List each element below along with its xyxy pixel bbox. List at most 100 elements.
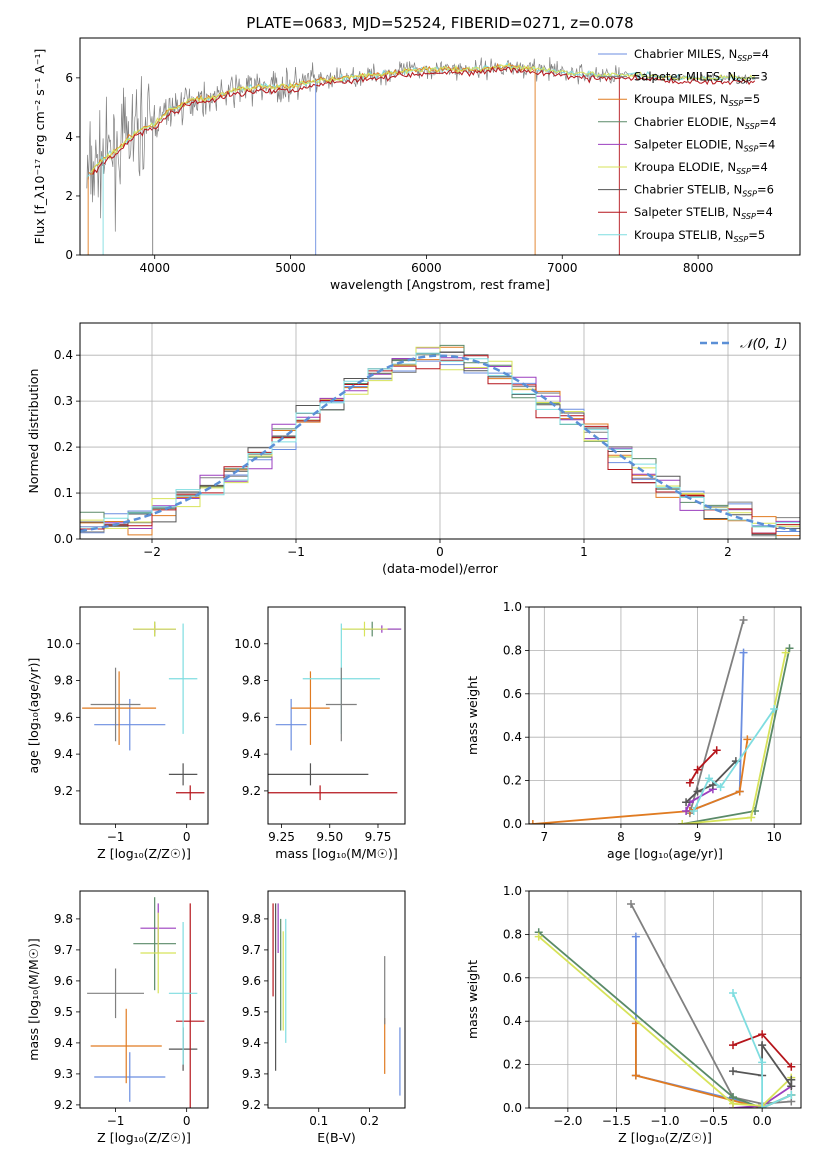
weight_vs_Z-ytick-label: 1.0	[503, 884, 522, 898]
residuals-ytick-label: 0.2	[54, 440, 73, 454]
age_vs_mass-ytick-label: 10.0	[234, 637, 261, 651]
spectrum-xtick-label: 7000	[547, 261, 578, 275]
legend-n-label: , N	[713, 92, 729, 106]
weight_vs_Z-point-marker	[534, 932, 543, 941]
mass_vs_EBV-ytick-label: 9.2	[242, 1098, 261, 1112]
weight_vs_age-point-marker	[716, 783, 725, 792]
mass_vs_Z-ytick-label: 9.8	[54, 912, 73, 926]
legend-nssp-value: 4	[762, 47, 769, 61]
mass_vs_Z-plot-area	[87, 897, 205, 1108]
legend-model-name: Chabrier MILES	[634, 47, 721, 61]
weight_vs_age-xlabel: age [log₁₀(age/yr)]	[607, 846, 723, 861]
weight_vs_age-ytick-label: 0.2	[503, 774, 522, 788]
residuals-frame	[79, 322, 801, 540]
legend-n-label: , N	[720, 160, 736, 174]
legend-model-name: Salpeter MILES	[634, 70, 720, 84]
weight_vs_Z-xtick-label: −2.0	[553, 1114, 582, 1128]
spectrum-xlabel: wavelength [Angstrom, rest frame]	[330, 277, 550, 292]
weight_vs_Z-point-marker	[627, 900, 635, 909]
weight_vs_Z-ytick-label: 0.2	[503, 1058, 522, 1072]
residuals-panel: −2 −1 0 1 2 0.0 0.1 0.2 0.3 0.4 (data-model)/error…	[26, 322, 801, 576]
age_vs_Z-xtick-label: −1	[107, 830, 125, 844]
weight_vs_age-point-marker	[739, 648, 748, 657]
legend-n-label: , N	[718, 228, 734, 242]
weight_vs_Z-xtick-label: −0.5	[699, 1114, 728, 1128]
spectrum-xtick-label: 4000	[139, 261, 170, 275]
weight_vs_Z-ytick-label: 0.4	[503, 1014, 522, 1028]
age_vs_Z-xtick-label: 0	[183, 830, 191, 844]
age_vs_mass-xtick-label: 9.50	[316, 830, 343, 844]
weight_vs_Z-series-line	[635, 936, 763, 1108]
weight_vs_Z-point-marker	[758, 1104, 767, 1108]
residuals-xtick-label: −1	[287, 545, 305, 559]
weight_vs_Z-plot-area	[534, 900, 796, 1108]
legend-ssp-subscript: SSP	[745, 122, 760, 131]
age_vs_mass-ytick-label: 9.4	[242, 747, 261, 761]
spectrum-model-line	[90, 63, 755, 173]
mass_vs_Z-ytick-label: 9.5	[54, 1005, 73, 1019]
legend-model-name: Kroupa ELODIE	[634, 160, 720, 174]
residuals-xtick-label: 2	[724, 545, 732, 559]
legend-n-label: , N	[726, 183, 742, 197]
mass_vs_Z-ytick-label: 9.7	[54, 943, 73, 957]
residuals-plot-area	[80, 344, 800, 539]
legend-ssp-subscript: SSP	[742, 190, 757, 199]
weight_vs_age-panel: 7 8 9 10 0.0 0.2 0.4 0.6 0.8 1.0 age [log₁₀(age/yr…	[465, 600, 802, 861]
legend-entry: Salpeter ELODIE, NSSP=4	[634, 137, 775, 153]
mass_vs_EBV-ytick-label: 9.7	[242, 943, 261, 957]
age_vs_mass-ytick-label: 9.8	[242, 674, 261, 688]
legend-equals: =	[751, 70, 761, 84]
weight_vs_Z-xtick-label: 0.0	[753, 1114, 772, 1128]
weight_vs_Z-point-marker	[729, 1099, 737, 1108]
residuals-xtick-label: 1	[580, 545, 588, 559]
mass_vs_EBV-frame	[267, 890, 406, 1109]
weight_vs_Z-point-marker	[758, 1041, 767, 1050]
weight_vs_age-ytick-label: 1.0	[503, 600, 522, 614]
weight_vs_Z-point-marker	[729, 988, 737, 997]
age_vs_Z-ytick-label: 9.4	[54, 747, 73, 761]
spectrum-ylabel: Flux [f_λ10⁻¹⁷ erg cm⁻² s⁻¹ A⁻¹]	[32, 49, 47, 245]
residual-histogram	[80, 351, 800, 535]
legend-equals: =	[752, 47, 762, 61]
mass_vs_Z-ytick-label: 9.4	[54, 1036, 73, 1050]
weight_vs_Z-point-marker	[758, 1030, 767, 1039]
spectrum-xtick-label: 8000	[683, 261, 714, 275]
weight_vs_Z-panel: −2.0 −1.5 −1.0 −0.5 0.0 0.0 0.2 0.4 0.6 0.8 1.0 Z […	[465, 884, 802, 1145]
weight_vs_age-point-marker	[739, 616, 748, 625]
age_vs_Z-panel: −1 0 9.2 9.4 9.6 9.8 10.0 Z [log₁₀(Z/Z☉)] age [l…	[26, 606, 209, 861]
weight_vs_age-plot-area	[529, 616, 794, 824]
legend-nssp-value: 4	[765, 205, 772, 219]
weight_vs_Z-point-marker	[631, 932, 640, 941]
weight_vs_Z-series-line	[630, 903, 792, 1105]
mass_vs_EBV-ytick-label: 9.5	[242, 1005, 261, 1019]
legend-entry: Chabrier STELIB, NSSP=6	[634, 183, 774, 199]
weight_vs_age-point-marker	[781, 648, 790, 657]
residuals-xlabel: (data-model)/error	[382, 561, 499, 576]
legend-equals: =	[757, 183, 767, 197]
weight_vs_age-series-line	[692, 708, 775, 812]
age_vs_mass-ytick-label: 9.6	[242, 710, 261, 724]
residuals-ytick-label: 0.1	[54, 486, 73, 500]
age_vs_mass-plot-area	[268, 621, 402, 801]
legend-nssp-value: 3	[760, 70, 767, 84]
spectrum-ytick-label: 4	[65, 130, 73, 144]
legend-model-name: Chabrier ELODIE	[634, 115, 729, 129]
residuals-ytick-label: 0.3	[54, 394, 73, 408]
legend-model-name: Kroupa MILES	[634, 92, 713, 106]
legend-entry: Kroupa ELODIE, NSSP=4	[634, 160, 768, 176]
legend-equals: =	[758, 137, 768, 151]
age_vs_mass-xlabel: mass [log₁₀(M/M☉)]	[275, 846, 397, 861]
age_vs_Z-plot-area	[82, 621, 205, 801]
mass_vs_Z-xtick-label: −1	[107, 1114, 125, 1128]
age_vs_Z-ytick-label: 10.0	[46, 637, 73, 651]
residuals-ytick-label: 0.0	[54, 532, 73, 546]
weight_vs_age-series-line	[532, 739, 749, 824]
mass_vs_Z-frame	[79, 890, 209, 1109]
legend-entry: Kroupa MILES, NSSP=5	[634, 92, 760, 108]
mass_vs_EBV-xtick-label: 0.2	[360, 1114, 379, 1128]
legend-nssp-value: 6	[767, 183, 774, 197]
figure-title: PLATE=0683, MJD=52524, FIBERID=0271, z=0…	[246, 14, 633, 32]
